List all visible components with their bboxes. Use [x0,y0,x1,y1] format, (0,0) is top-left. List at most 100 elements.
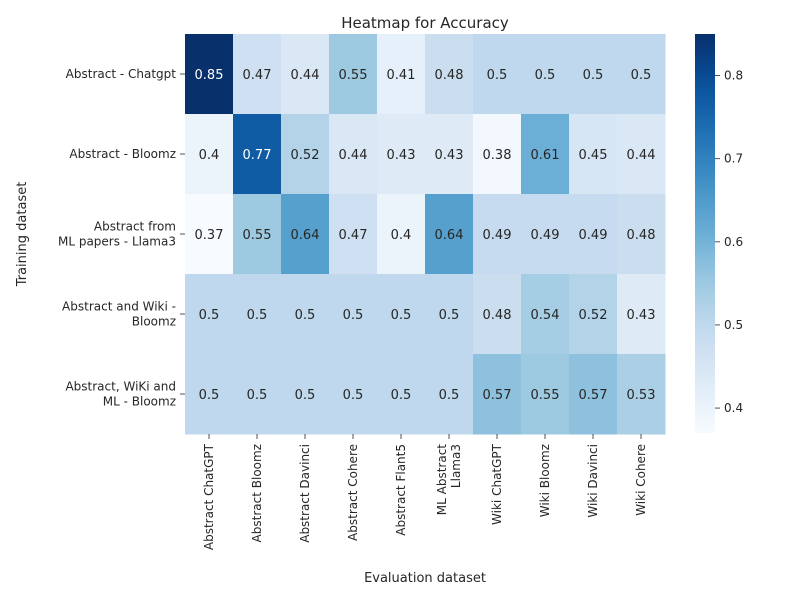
heatmap-cell [185,354,234,435]
cell-value-label: 0.5 [199,308,220,323]
cell-value-label: 0.41 [387,68,416,83]
heatmap-cell [617,274,666,355]
cell-value-label: 0.5 [391,308,412,323]
heatmap-cell [473,34,522,115]
heatmap-cell [185,274,234,355]
cell-value-label: 0.77 [243,148,272,163]
cell-value-label: 0.4 [391,228,412,243]
heatmap-cell [521,194,570,275]
cell-value-label: 0.5 [391,388,412,403]
x-tick-label: Wiki Cohere [634,444,648,516]
cell-value-label: 0.49 [483,228,512,243]
cell-value-label: 0.5 [583,68,604,83]
colorbar-tick-label: 0.5 [724,318,743,332]
heatmap-cell [425,354,474,435]
heatmap-cell [377,114,426,195]
cell-value-label: 0.49 [579,228,608,243]
cell-value-label: 0.5 [343,308,364,323]
y-axis-label: Training dataset [15,182,30,288]
cell-value-label: 0.5 [247,308,268,323]
cell-value-label: 0.54 [531,308,560,323]
cell-value-label: 0.5 [535,68,556,83]
x-tick-label: Abstract Bloomz [250,444,264,542]
heatmap-cell [521,354,570,435]
heatmap-cell [377,34,426,115]
y-tick-labels: Abstract - Chatgpt Abstract - Bloomz Abstr… [58,67,185,409]
cell-value-label: 0.55 [243,228,272,243]
heatmap-cell [425,34,474,115]
cell-value-label: 0.64 [435,228,464,243]
cell-value-label: 0.47 [339,228,368,243]
chart-title: Heatmap for Accuracy [341,14,509,32]
heatmap-cell [473,354,522,435]
cell-value-label: 0.57 [579,388,608,403]
cell-value-label: 0.85 [195,68,224,83]
colorbar-tick-label: 0.8 [724,69,743,83]
x-tick-labels: Abstract ChatGPT Abstract Bloomz Abstract … [202,434,648,550]
x-tick-label: Abstract ChatGPT [202,443,216,550]
heatmap-cell [473,114,522,195]
heatmap-cell [617,114,666,195]
heatmap-cell [329,194,378,275]
x-tick-label: Wiki ChatGPT [490,443,504,525]
cell-value-label: 0.57 [483,388,512,403]
heatmap-cell [569,354,618,435]
heatmap-cell [521,274,570,355]
heatmap-cell [377,354,426,435]
heatmap-cell [473,194,522,275]
x-tick-label: Wiki Bloomz [538,444,552,517]
colorbar [695,34,715,433]
cell-value-label: 0.37 [195,228,224,243]
cell-value-label: 0.64 [291,228,320,243]
x-tick-label: ML Abstract [435,444,449,516]
x-tick-label: Abstract Flant5 [394,444,408,536]
cell-value-label: 0.48 [483,308,512,323]
cell-value-label: 0.47 [243,68,272,83]
cell-value-label: 0.48 [627,228,656,243]
cell-value-label: 0.55 [531,388,560,403]
y-tick-label: ML - Bloomz [103,395,176,409]
heatmap-cell [329,274,378,355]
heatmap-cell [569,194,618,275]
cell-value-label: 0.43 [387,148,416,163]
cell-value-label: 0.45 [579,148,608,163]
x-axis-label: Evaluation dataset [364,571,486,586]
cell-value-label: 0.44 [627,148,656,163]
cell-value-label: 0.53 [627,388,656,403]
heatmap-cell [233,34,282,115]
colorbar-ticks: 0.4 0.5 0.6 0.7 0.8 [715,69,743,415]
cell-value-label: 0.52 [579,308,608,323]
heatmap-cell [185,114,234,195]
heatmap-cell [521,114,570,195]
heatmap-cells: 0.85 0.47 0.44 0.55 0.41 0.48 0.5 0.5 0.5 0.5 0.4 0… [185,34,666,435]
cell-value-label: 0.49 [531,228,560,243]
colorbar-tick-label: 0.4 [724,401,743,415]
heatmap-cell [233,354,282,435]
cell-value-label: 0.48 [435,68,464,83]
cell-value-label: 0.5 [199,388,220,403]
x-tick-label: Abstract Cohere [346,444,360,541]
cell-value-label: 0.5 [439,308,460,323]
heatmap-cell [281,114,330,195]
heatmap-cell [185,34,234,115]
heatmap-cell [185,194,234,275]
cell-value-label: 0.44 [339,148,368,163]
x-tick-label: Llama3 [449,444,463,488]
heatmap-cell [233,194,282,275]
cell-value-label: 0.61 [531,148,560,163]
heatmap-cell [233,114,282,195]
heatmap-cell [425,274,474,355]
x-tick-label: Wiki Davinci [586,444,600,518]
y-tick-label: Abstract from [94,220,176,234]
heatmap-cell [377,274,426,355]
heatmap-cell [569,34,618,115]
heatmap-cell [425,194,474,275]
heatmap-cell [425,114,474,195]
y-tick-label: Abstract - Bloomz [69,147,176,161]
cell-value-label: 0.5 [439,388,460,403]
heatmap-cell [473,274,522,355]
cell-value-label: 0.55 [339,68,368,83]
heatmap-cell [281,34,330,115]
cell-value-label: 0.43 [435,148,464,163]
